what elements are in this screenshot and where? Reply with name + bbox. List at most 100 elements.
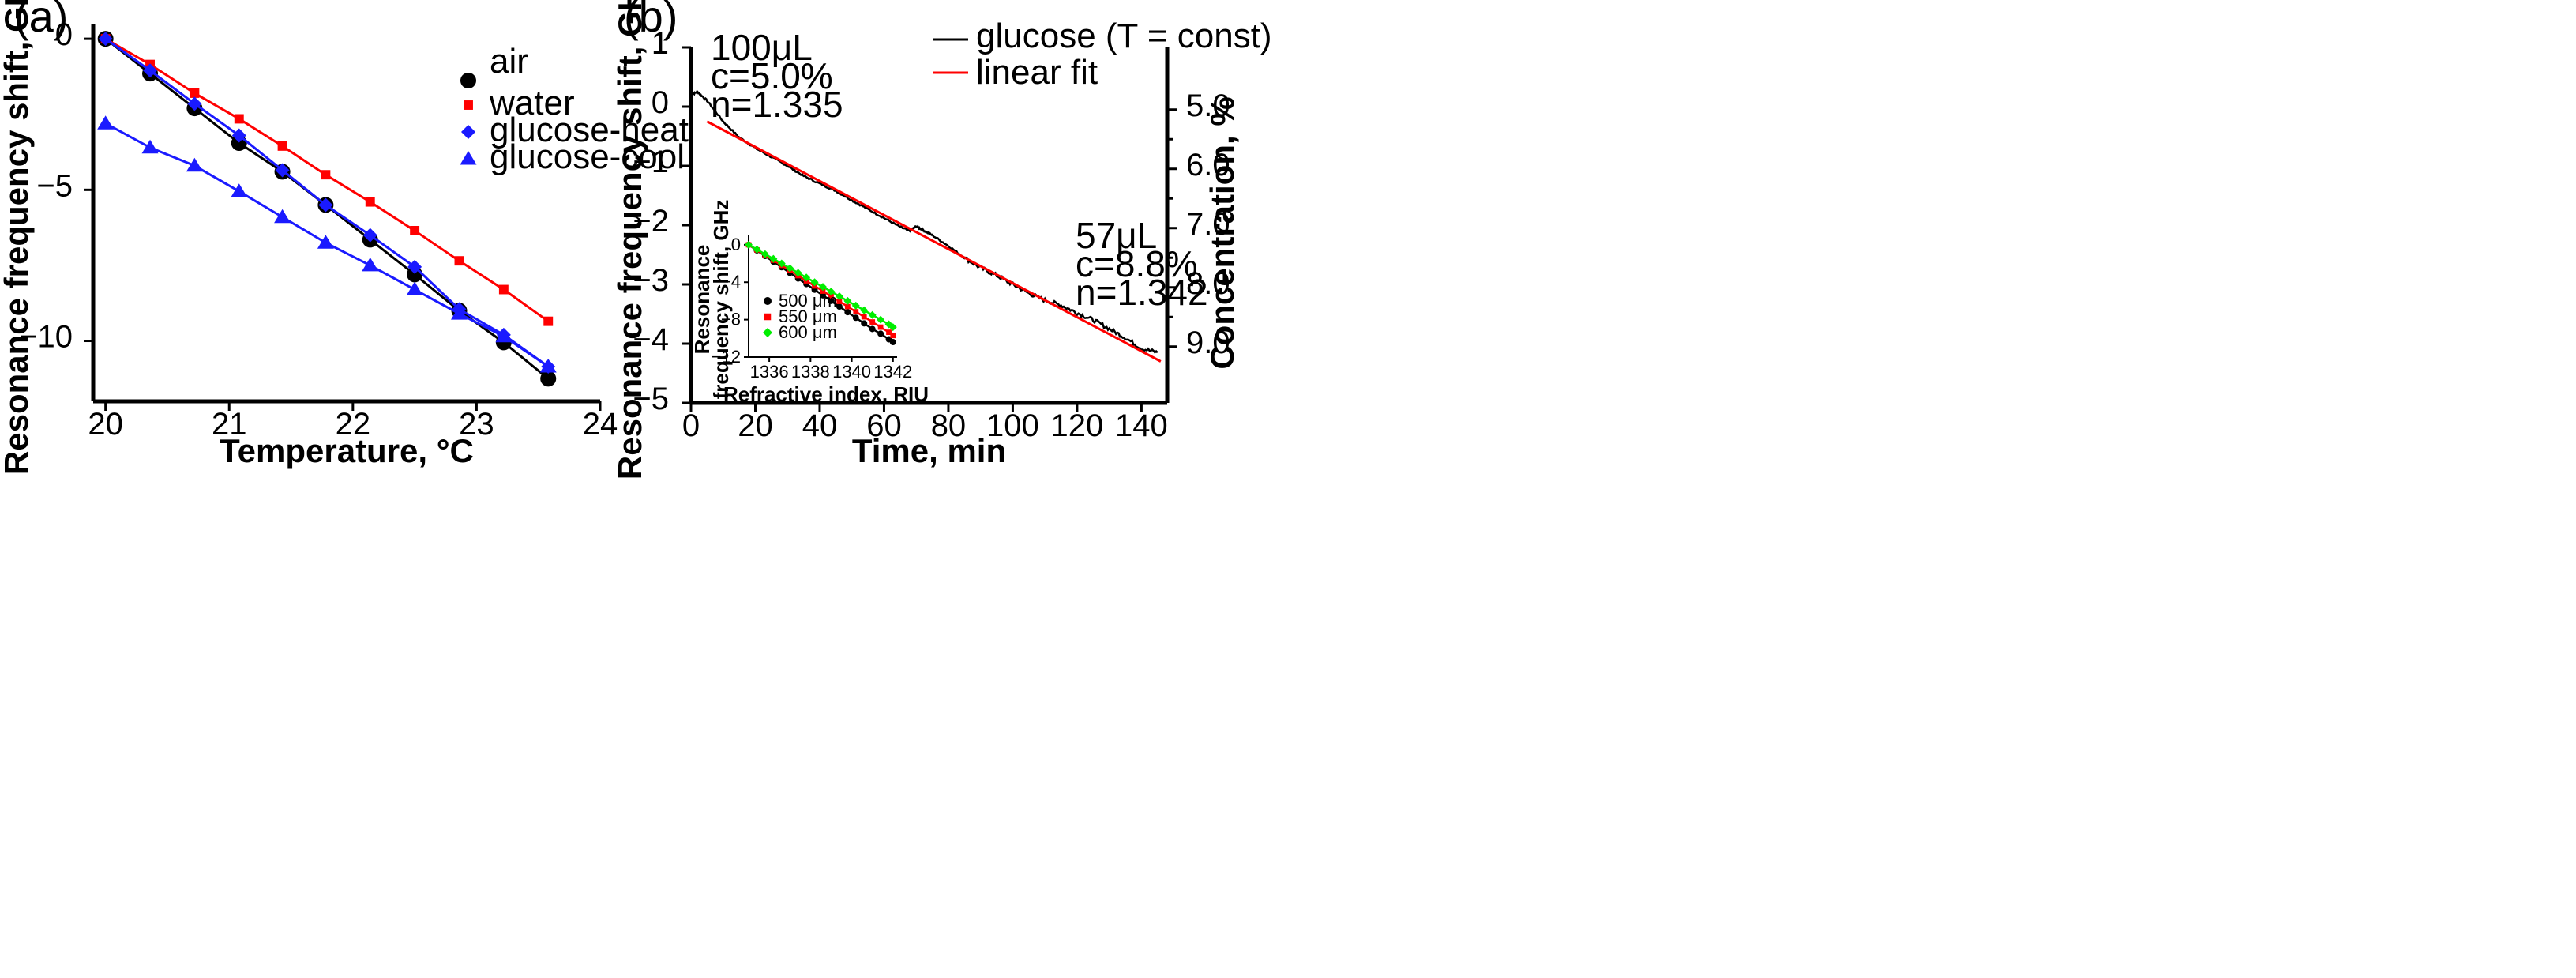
legend-label-linear-fit: linear fit (976, 53, 1098, 92)
inset-data-point (889, 339, 896, 346)
inset-legend-marker (764, 313, 772, 321)
inset-data-point (843, 296, 852, 305)
inset-x-tick-label: 1340 (832, 362, 871, 382)
inset-data-point (836, 299, 843, 304)
data-point-water (365, 197, 375, 207)
x-axis-title: Time, min (852, 432, 1006, 469)
y-tick-label: −5 (36, 168, 73, 203)
inset-data-point (836, 303, 843, 310)
inset-data-point (861, 314, 867, 320)
x-tick-label: 100 (986, 408, 1039, 443)
data-point-glucose-heat (275, 163, 290, 178)
data-point-glucose-cool (274, 209, 291, 224)
legend-label-glucose: glucose (T = const) (976, 17, 1272, 55)
x-tick-label: 60 (866, 408, 902, 443)
y2-tick-label: 5.0 (1186, 88, 1230, 123)
data-point-water (543, 316, 554, 326)
inset-x-axis-title: Refractive index, RIU (723, 382, 929, 406)
data-point-glucose-cool (539, 359, 557, 373)
y-axis-title: Resonance frequency shift, GHz (0, 0, 35, 475)
inset-x-tick-label: 1336 (750, 362, 789, 382)
data-point-glucose-cool (495, 328, 513, 343)
inset-data-point (802, 273, 811, 282)
inset-data-point (835, 292, 843, 300)
panel-b: (b) 0 20 40 60 80 100 120 140 1 0 −1 −2 −3 −4 −5 5.0 6.0 7… (611, 0, 1272, 480)
panel-b-label: (b) (624, 0, 678, 41)
x-tick-label: 0 (682, 408, 700, 443)
legend-label-air: air (490, 42, 528, 81)
panel-a-label: (a) (14, 0, 68, 41)
inset-data-point (810, 278, 819, 287)
inset-data-point (868, 310, 877, 319)
data-point-glucose-cool (97, 115, 115, 130)
data-point-glucose-cool (231, 183, 248, 197)
x-tick-label: 20 (88, 407, 123, 442)
annotation-line: 100μL (711, 27, 813, 68)
inset-data-point (869, 325, 876, 333)
inset-legend-marker (764, 297, 772, 305)
y-tick-label: 1 (652, 26, 669, 61)
legend-marker-water (464, 100, 473, 110)
legend-marker-air (460, 73, 476, 88)
data-point-glucose-cool (186, 157, 203, 172)
y-tick-label: 0 (652, 85, 669, 120)
inset-y-axis-title: frequency shift, GHz (709, 200, 733, 400)
inset-data-point (844, 309, 851, 316)
inset-data-point (869, 319, 876, 325)
annotation-line: n=1.335 (711, 84, 843, 125)
y2-tick-label: 7.0 (1186, 207, 1230, 242)
inset-data-point (820, 288, 826, 294)
inset-data-point (753, 245, 761, 254)
inset-data-point (886, 329, 892, 336)
inset-data-point (860, 306, 869, 314)
inset-data-point (777, 259, 786, 268)
y2-axis-title: Concentration, % (1204, 96, 1241, 369)
x-tick-label: 22 (336, 407, 371, 442)
data-point-water (190, 88, 200, 98)
inset-y-tick-label: 0 (731, 235, 741, 254)
annotation-line: c=8.8% (1076, 243, 1198, 284)
data-point-glucose-heat (98, 32, 113, 47)
y2-tick-label: 8.0 (1186, 266, 1230, 301)
legend: glucose (T = const)linear fit (933, 17, 1272, 92)
y-tick-label: −1 (633, 145, 669, 179)
annotation-line: c=5.0% (711, 55, 833, 96)
data-point-water (277, 141, 287, 151)
inset-legend-label: 600 μm (779, 322, 837, 342)
inset-data-point (851, 301, 860, 310)
inset-data-point (769, 254, 778, 263)
legend-marker-glucose-heat (461, 125, 475, 139)
inset-data-point (853, 309, 859, 314)
inset-data-point (890, 333, 896, 339)
series-water (100, 34, 554, 326)
inset-data-point (745, 240, 753, 249)
data-point-glucose-cool (362, 257, 379, 272)
inset-data-point (786, 264, 794, 273)
x-tick-label: 140 (1115, 408, 1168, 443)
inset-data-point (877, 315, 885, 324)
inset-y-axis-title: Resonance (690, 245, 714, 355)
inset-data-point (852, 314, 859, 322)
data-point-glucose-heat (187, 96, 202, 111)
x-tick-label: 23 (459, 407, 494, 442)
inset-data-point (844, 303, 851, 310)
inset-y-tick-label: −8 (721, 310, 741, 329)
inset-data-point (861, 320, 868, 327)
data-point-glucose-heat (143, 63, 158, 78)
inset-data-point (819, 283, 827, 292)
legend-label-glucose-heat: glucose-heat (490, 111, 689, 149)
y-tick-label: −2 (633, 204, 669, 239)
data-point-water (410, 225, 420, 235)
inset-legend-label: 500 μm (779, 291, 837, 310)
y-tick-label: −3 (633, 263, 669, 298)
data-point-water (454, 256, 464, 266)
inset-data-point (794, 269, 802, 277)
x-tick-label: 40 (802, 408, 838, 443)
y-tick-label: 0 (55, 17, 73, 52)
data-point-glucose-heat (318, 197, 333, 213)
